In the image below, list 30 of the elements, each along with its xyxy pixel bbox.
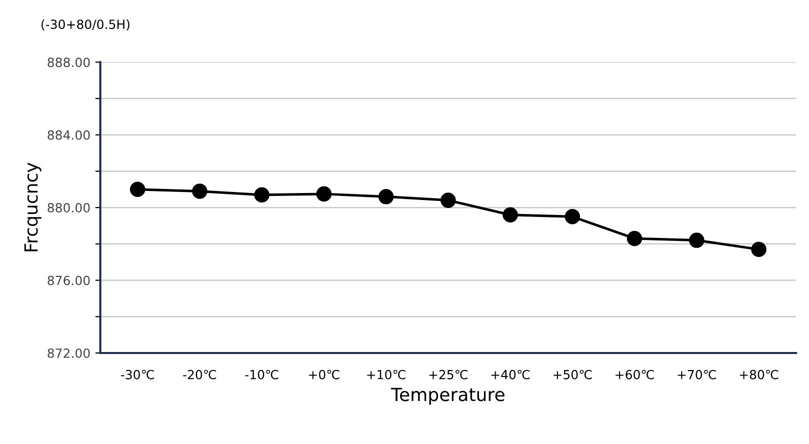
point	[378, 189, 394, 204]
point	[564, 209, 580, 224]
x-tick-label: +0℃	[309, 370, 340, 380]
y-axis-title: Frcqucncy	[24, 162, 42, 252]
point	[130, 182, 146, 198]
x-tick-label: -10℃	[245, 370, 278, 380]
point	[689, 232, 704, 248]
y-tick-label: 888.00	[48, 58, 90, 68]
y-tick-label: 880.00	[48, 203, 90, 212]
x-tick-label: +70℃	[678, 370, 716, 380]
point	[192, 184, 208, 199]
x-tick-label: -30℃	[120, 370, 154, 380]
y-tick-label: 872.00	[48, 348, 90, 358]
y-tick-label: 876.00	[48, 276, 90, 286]
x-axis-title: Temperature	[390, 388, 504, 405]
x-tick-label: +80℃	[740, 370, 778, 380]
x-tick-label: +50℃	[554, 370, 592, 380]
point	[254, 187, 270, 202]
x-tick-label: +40℃	[491, 370, 530, 380]
y-tick-label: 884.00	[48, 130, 90, 140]
point	[502, 207, 518, 222]
x-tick-label: +10℃	[367, 370, 406, 380]
point	[440, 192, 456, 208]
x-tick-label: -20℃	[183, 370, 216, 380]
point	[316, 186, 332, 202]
point	[751, 242, 766, 258]
chart-title: (-30+80/0.5H)	[42, 19, 130, 31]
point	[626, 230, 642, 246]
x-tick-label: +60℃	[616, 370, 654, 380]
x-tick-label: +25℃	[429, 370, 468, 380]
